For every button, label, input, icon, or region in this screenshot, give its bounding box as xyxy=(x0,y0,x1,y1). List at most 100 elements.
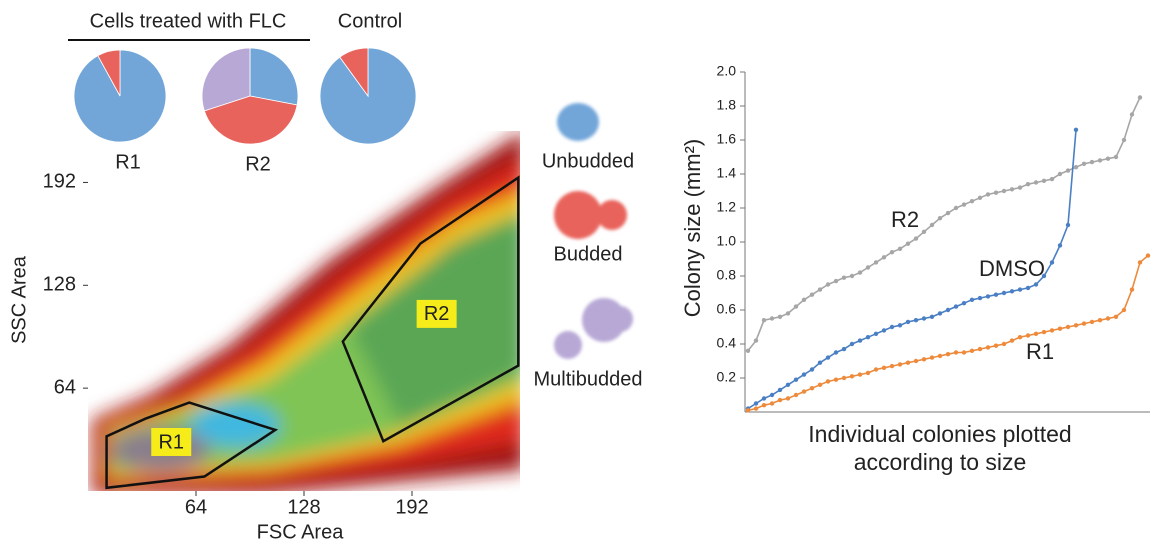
data-point xyxy=(1025,285,1031,291)
data-point xyxy=(1001,290,1007,296)
data-point xyxy=(865,265,871,270)
data-point xyxy=(1057,171,1063,177)
y-tick-label: 1.2 xyxy=(717,199,737,215)
y-tick-label: 0.2 xyxy=(717,369,737,385)
legend-icon xyxy=(557,103,599,141)
data-point xyxy=(889,363,895,369)
data-point xyxy=(1001,341,1007,347)
x-tick-label: 192 xyxy=(395,496,428,518)
data-point xyxy=(961,301,967,306)
data-point xyxy=(1097,158,1103,163)
data-point xyxy=(921,229,927,234)
data-point xyxy=(889,250,895,255)
data-point xyxy=(1089,159,1095,165)
data-point xyxy=(1073,323,1079,328)
legend-swatch xyxy=(554,191,602,239)
data-point xyxy=(801,297,807,302)
data-point xyxy=(1033,282,1039,287)
pie-slice xyxy=(249,47,299,106)
data-point xyxy=(993,292,999,297)
data-point xyxy=(881,365,887,370)
data-point xyxy=(1049,176,1055,182)
y-tick-label: 2.0 xyxy=(717,63,737,79)
pie-slice xyxy=(339,47,369,98)
data-point xyxy=(825,379,831,384)
data-point xyxy=(1017,185,1023,190)
data-point xyxy=(1009,289,1015,294)
data-point xyxy=(1001,188,1007,194)
data-point xyxy=(897,323,903,328)
series-line xyxy=(747,254,1149,412)
data-point xyxy=(1033,331,1039,336)
x-tick-label: 128 xyxy=(287,496,320,518)
data-point xyxy=(753,401,759,406)
data-point xyxy=(841,346,847,352)
data-point xyxy=(841,275,847,280)
data-point xyxy=(817,360,823,365)
data-point xyxy=(857,338,863,343)
data-point xyxy=(785,396,791,401)
data-point xyxy=(1137,95,1143,100)
data-point xyxy=(985,294,991,299)
data-point xyxy=(985,345,991,350)
data-point xyxy=(801,372,807,377)
data-point xyxy=(977,346,983,352)
x-tick-label: 64 xyxy=(185,496,207,518)
data-point xyxy=(1081,321,1087,326)
data-point xyxy=(1097,318,1103,323)
data-point xyxy=(921,357,927,362)
y-tick-label: 192 xyxy=(43,171,76,193)
data-point xyxy=(969,199,975,204)
y-tick-label: 64 xyxy=(54,376,76,398)
data-point xyxy=(945,352,951,357)
data-point xyxy=(793,377,799,382)
gate-label: R2 xyxy=(424,303,450,325)
data-point xyxy=(745,348,751,353)
data-point xyxy=(777,314,783,319)
data-point xyxy=(1145,253,1151,258)
data-point xyxy=(801,389,807,394)
x-axis-label: FSC Area xyxy=(257,521,345,543)
legend-swatch xyxy=(607,306,633,332)
data-point xyxy=(1025,182,1031,187)
data-point xyxy=(1049,260,1055,265)
data-point xyxy=(849,374,855,379)
data-point xyxy=(1041,178,1047,183)
x-axis-label-box: Individual colonies plotted according to… xyxy=(808,421,1071,475)
group-title: Cells treated with FLC xyxy=(90,10,287,32)
data-point xyxy=(993,343,999,348)
legend-swatch xyxy=(554,331,582,359)
data-point xyxy=(873,367,879,372)
data-point xyxy=(929,355,935,360)
data-point xyxy=(953,304,959,309)
data-point xyxy=(1121,307,1127,313)
data-point xyxy=(945,210,951,216)
data-point xyxy=(905,241,911,246)
data-point xyxy=(937,216,943,221)
data-point xyxy=(1073,127,1079,132)
data-point xyxy=(769,392,775,398)
data-point xyxy=(953,350,959,355)
data-point xyxy=(865,335,871,340)
legend-swatch xyxy=(597,200,627,230)
data-point xyxy=(1113,154,1119,160)
y-tick-label: 0.4 xyxy=(717,335,737,351)
data-point xyxy=(785,382,791,387)
data-point xyxy=(1073,165,1079,170)
data-point xyxy=(1105,316,1111,321)
data-point xyxy=(761,318,767,323)
gate xyxy=(341,175,520,443)
gate-label-box xyxy=(416,299,457,328)
data-point xyxy=(1017,335,1023,340)
data-point xyxy=(1129,287,1135,292)
data-point xyxy=(905,360,911,365)
gate-label: R1 xyxy=(158,431,184,453)
data-point xyxy=(857,270,863,275)
data-point xyxy=(777,397,783,403)
data-point xyxy=(833,278,839,284)
data-point xyxy=(969,297,975,302)
density-cloud xyxy=(92,133,520,491)
pie-label: R1 xyxy=(115,151,141,173)
data-point xyxy=(905,319,911,325)
series-label: R2 xyxy=(891,207,919,232)
